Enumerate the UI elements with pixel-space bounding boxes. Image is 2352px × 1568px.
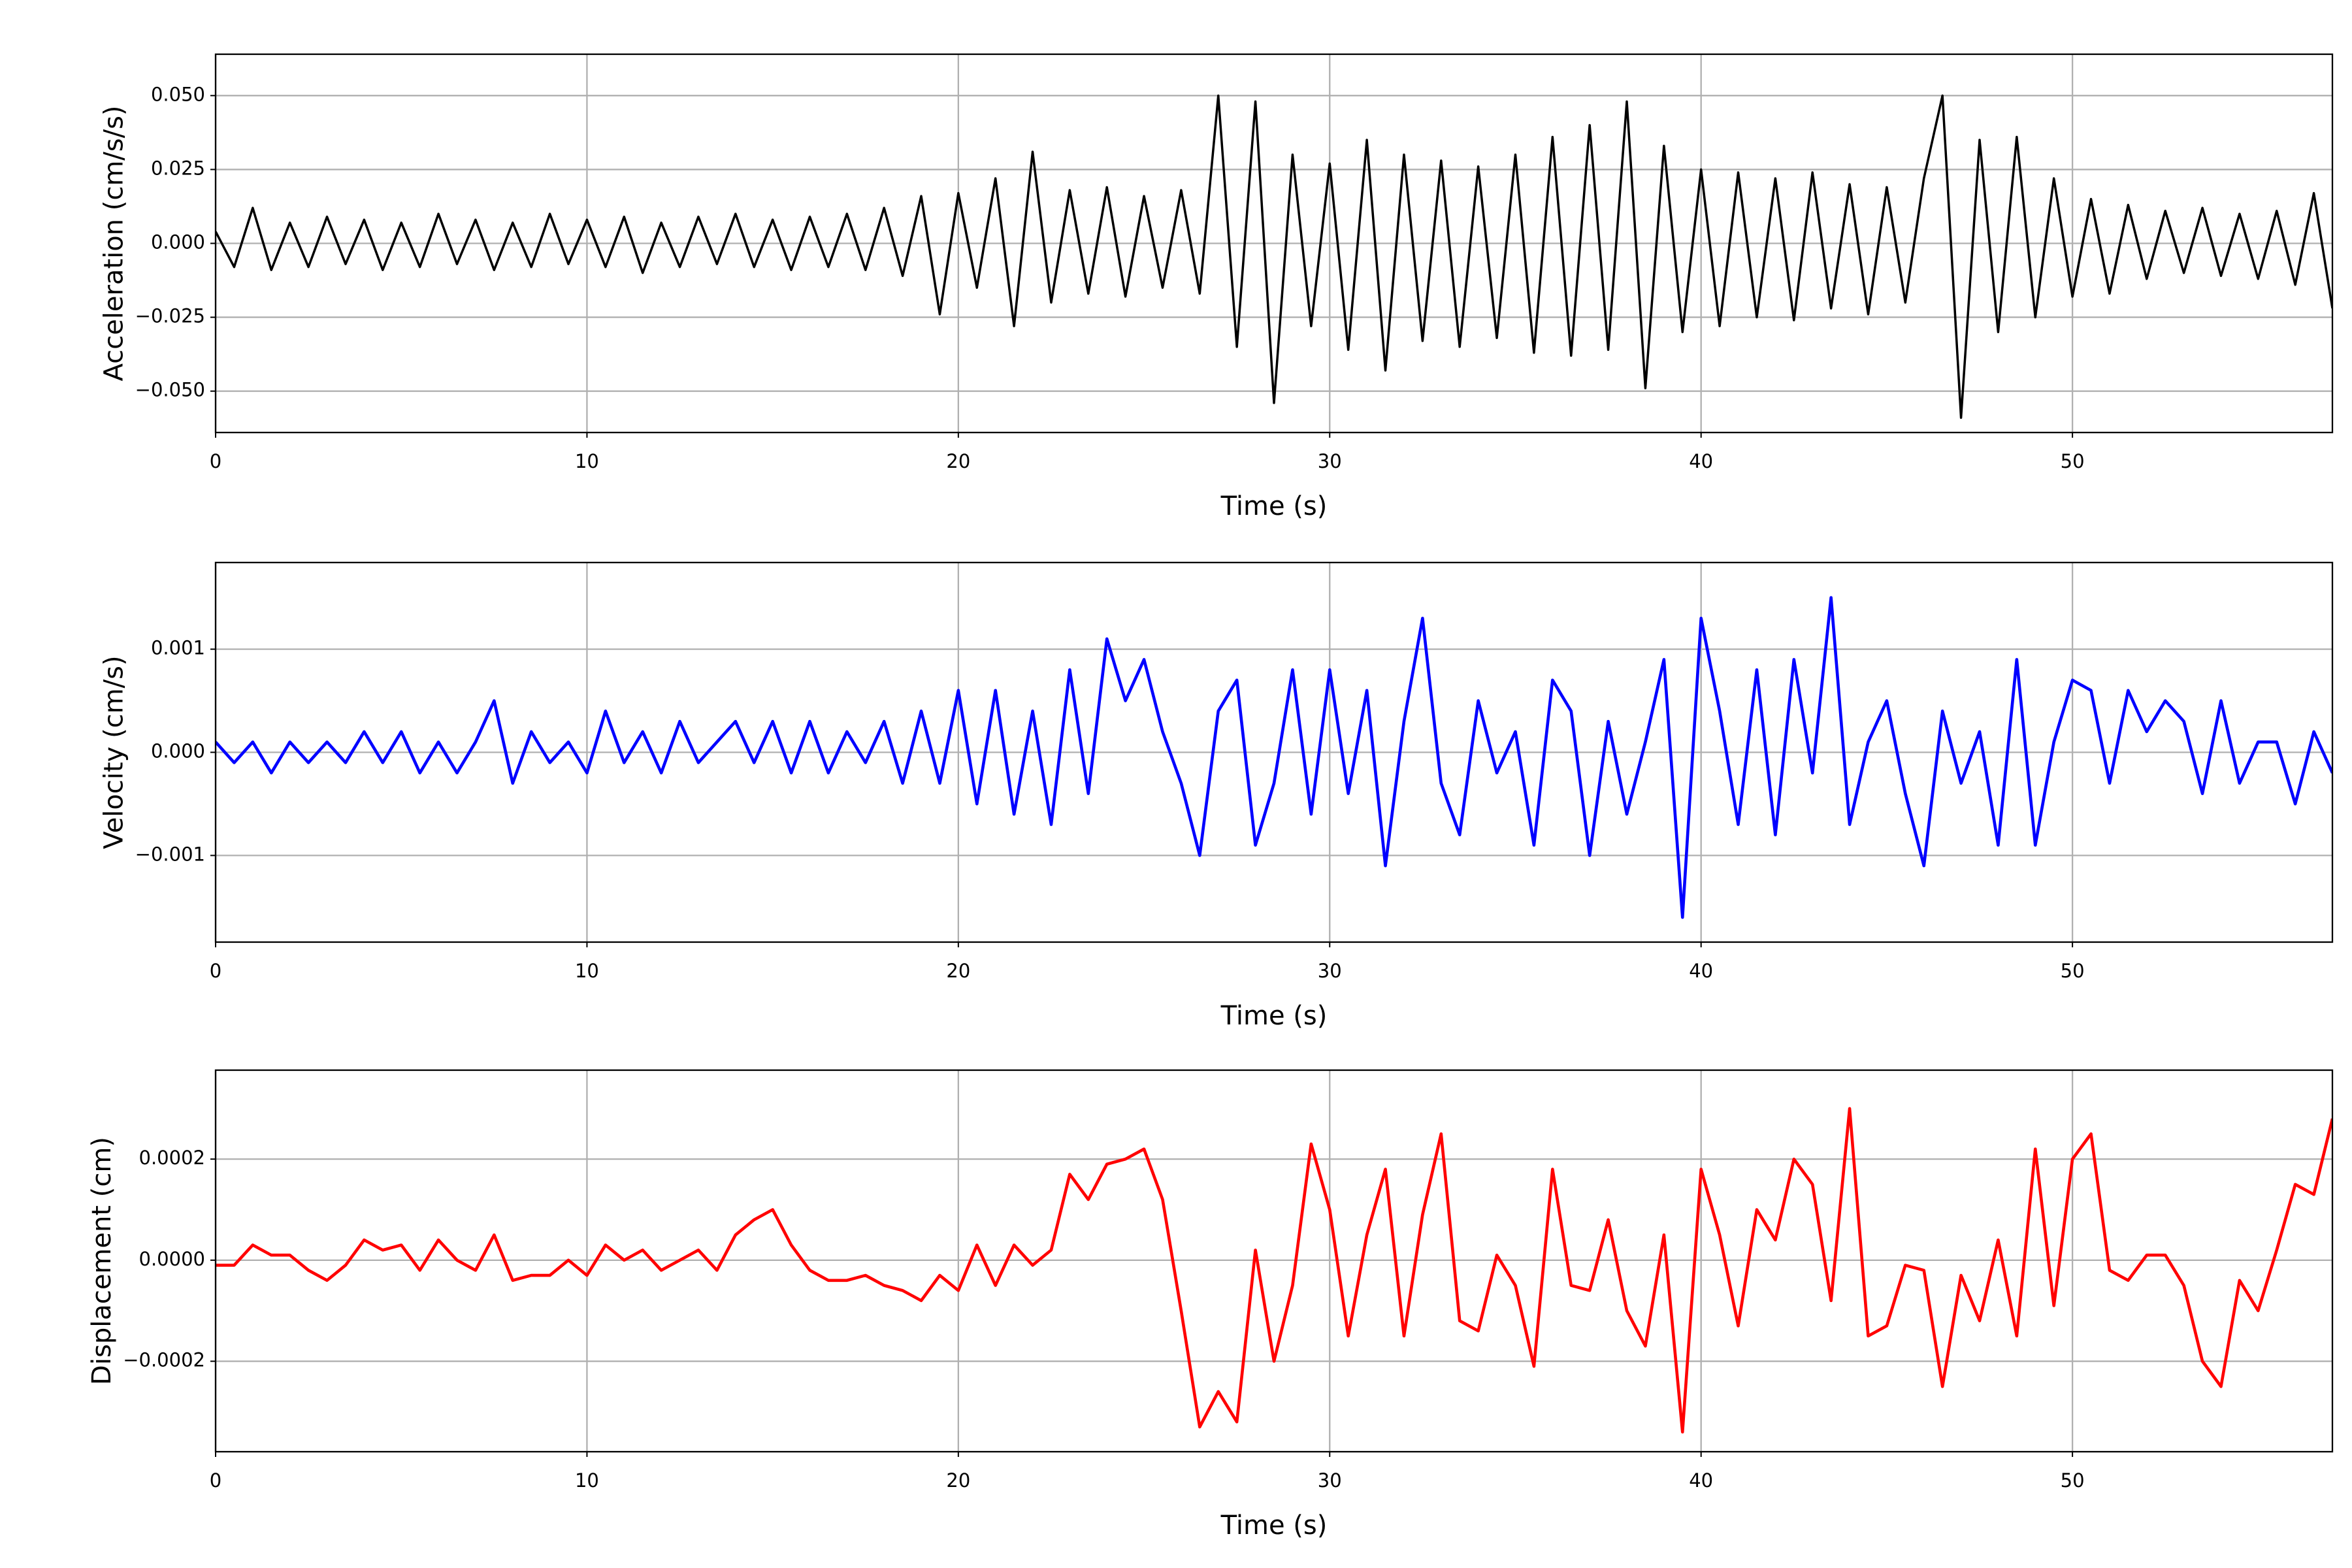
y-axis-label: Displacement (cm) <box>87 1137 117 1385</box>
y-tick-label: 0.050 <box>151 83 205 105</box>
x-tick-label: 0 <box>210 1469 221 1492</box>
y-axis-label: Velocity (cm/s) <box>99 655 129 849</box>
plot-area <box>216 94 2332 419</box>
plot-area <box>216 1107 2332 1434</box>
y-tick-label: 0.0002 <box>139 1147 205 1169</box>
x-tick-label: 30 <box>1318 1469 1342 1492</box>
x-tick-label: 40 <box>1689 960 1713 982</box>
x-tick-label: 10 <box>575 1469 599 1492</box>
x-tick-label: 40 <box>1689 1469 1713 1492</box>
x-tick-label: 30 <box>1318 450 1342 472</box>
y-tick-label: 0.000 <box>151 231 205 253</box>
x-axis-label: Time (s) <box>1220 1511 1328 1541</box>
x-tick-label: 20 <box>946 1469 970 1492</box>
x-tick-label: 20 <box>946 960 970 982</box>
y-tick-label: 0.001 <box>151 637 205 659</box>
x-tick-label: 30 <box>1318 960 1342 982</box>
axes-frame <box>214 561 2334 943</box>
y-tick-label: −0.050 <box>135 379 205 401</box>
x-axis-label: Time (s) <box>1220 491 1328 521</box>
y-tick-label: −0.0002 <box>123 1349 205 1371</box>
x-tick-label: 0 <box>210 960 221 982</box>
x-tick-label: 50 <box>2061 1469 2085 1492</box>
plot-area <box>216 596 2332 919</box>
series-line <box>216 94 2332 419</box>
x-axis-label: Time (s) <box>1220 1001 1328 1031</box>
axes-frame <box>214 1069 2334 1453</box>
axes-frame <box>214 53 2334 434</box>
x-tick-label: 0 <box>210 450 221 472</box>
y-tick-label: −0.001 <box>135 843 205 865</box>
x-tick-label: 20 <box>946 450 970 472</box>
y-tick-label: 0.025 <box>151 157 205 179</box>
series-line <box>216 1107 2332 1434</box>
x-tick-label: 50 <box>2061 960 2085 982</box>
y-tick-label: 0.0000 <box>139 1248 205 1270</box>
y-tick-label: −0.025 <box>135 305 205 327</box>
x-tick-label: 10 <box>575 450 599 472</box>
y-tick-label: 0.000 <box>151 740 205 762</box>
x-tick-label: 50 <box>2061 450 2085 472</box>
series-line <box>216 596 2332 919</box>
y-axis-label: Acceleration (cm/s/s) <box>99 105 129 381</box>
x-tick-label: 10 <box>575 960 599 982</box>
x-tick-label: 40 <box>1689 450 1713 472</box>
